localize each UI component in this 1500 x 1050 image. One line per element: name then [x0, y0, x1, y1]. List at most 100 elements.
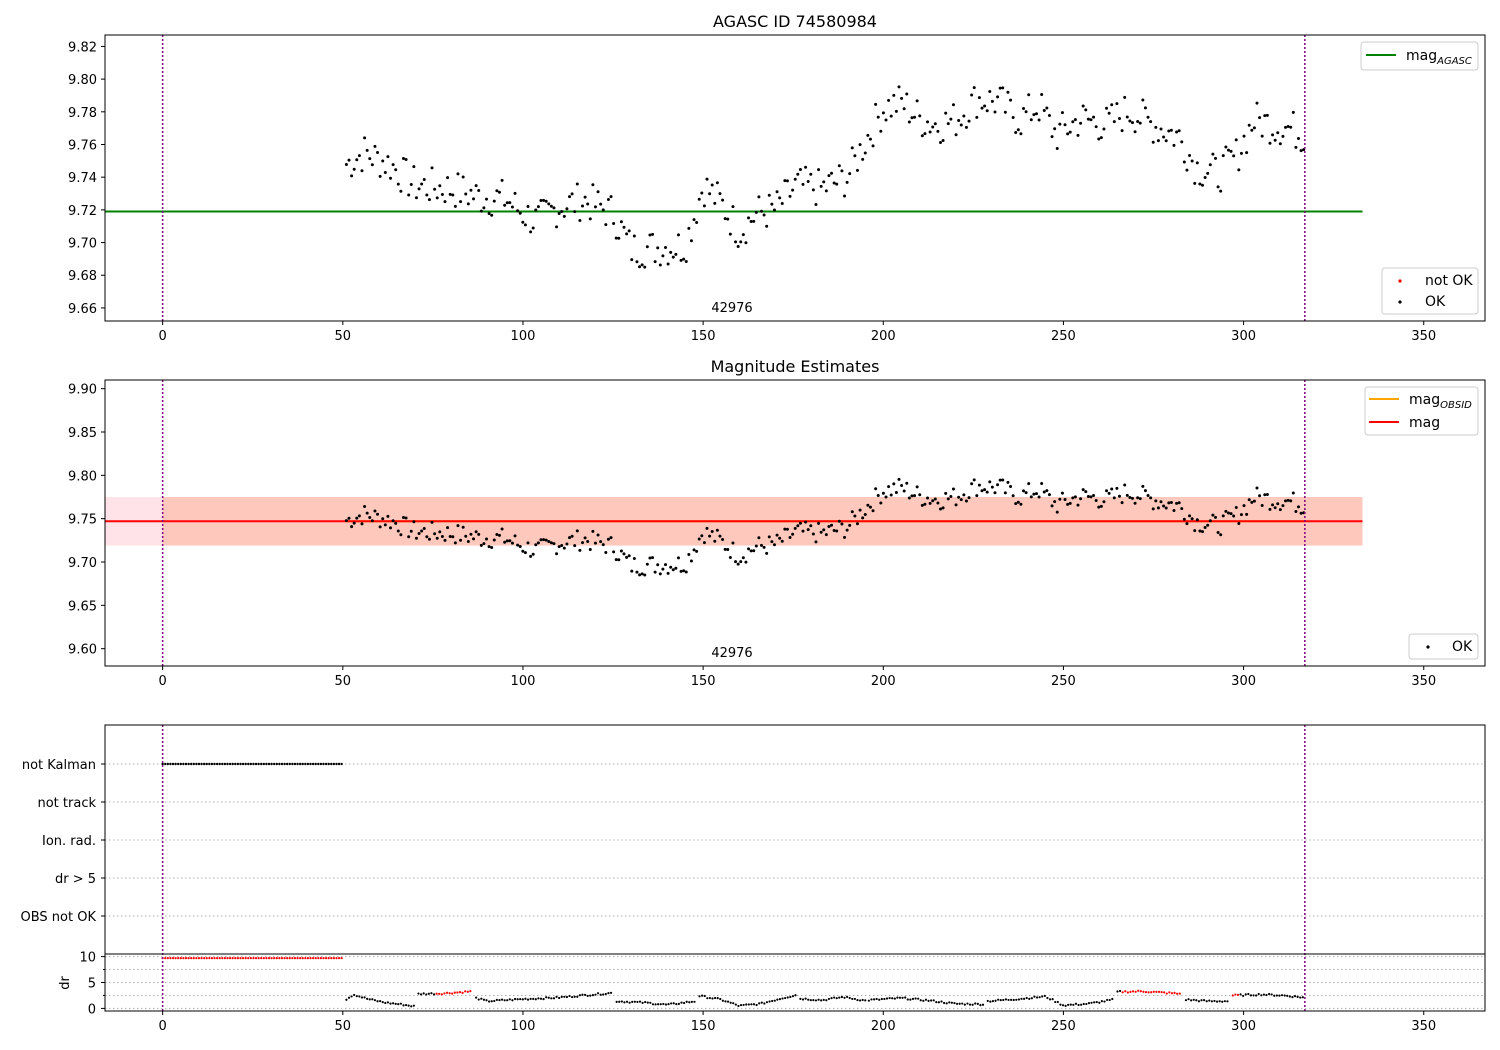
flag-point: [252, 762, 255, 766]
legend-mag: mag: [1409, 415, 1440, 431]
legend-mag-obsid-name: mag: [1409, 392, 1440, 408]
dr-point: [1004, 998, 1008, 1001]
dr-point: [386, 1001, 390, 1004]
ok-point: [609, 536, 613, 540]
dr-point: [432, 993, 436, 996]
ok-point: [728, 556, 732, 560]
dr-point: [461, 991, 464, 995]
ok-point: [495, 533, 499, 537]
ok-point: [902, 107, 906, 111]
dr-point: [812, 999, 815, 1002]
y-tick-label: 9.78: [68, 106, 97, 121]
dr-point: [690, 1000, 693, 1003]
ok-point: [409, 183, 413, 187]
dr-point: [555, 995, 558, 998]
dr-point: [506, 999, 509, 1002]
ok-point: [433, 532, 437, 536]
dr-point: [542, 997, 545, 1001]
ok-point: [734, 560, 738, 564]
dr-point: [755, 1003, 758, 1007]
ok-point: [700, 191, 704, 195]
ok-point: [508, 201, 512, 205]
ok-point: [640, 572, 644, 576]
ok-point: [705, 526, 709, 530]
ok-point: [586, 202, 590, 206]
flag-point: [249, 762, 253, 766]
dr-point: [301, 957, 304, 960]
flag-point: [236, 762, 240, 766]
ok-point: [811, 188, 815, 192]
ok-point: [739, 240, 743, 244]
ok-point: [464, 192, 468, 196]
dr-point: [1010, 998, 1013, 1001]
flag-point: [164, 762, 167, 766]
y-tick-label: 9.80: [68, 469, 97, 484]
ok-point: [762, 213, 766, 217]
dr-tick-label: 10: [79, 951, 96, 966]
dr-point: [314, 957, 317, 960]
ok-point: [599, 202, 603, 206]
ok-point: [1014, 502, 1018, 506]
dr-point: [1103, 1000, 1106, 1003]
ok-point: [557, 211, 561, 215]
dr-point: [1234, 993, 1237, 996]
dr-point: [807, 998, 810, 1001]
dr-point: [1012, 998, 1015, 1002]
ok-point: [526, 541, 530, 545]
ok-point: [560, 544, 564, 548]
dr-point: [363, 996, 366, 999]
dr-point: [581, 993, 584, 996]
ok-point: [440, 535, 444, 539]
dr-point: [848, 996, 851, 1000]
ok-point: [936, 501, 940, 505]
dr-point: [568, 994, 571, 998]
ok-point: [1177, 501, 1181, 505]
ok-point: [892, 93, 896, 97]
ok-point: [664, 246, 668, 250]
dr-point: [1064, 1004, 1067, 1007]
ok-point: [996, 483, 1000, 487]
ok-point: [759, 543, 763, 547]
dr-point: [644, 1000, 647, 1004]
dr-point: [991, 1000, 995, 1003]
ok-point: [1268, 507, 1272, 511]
ok-point: [762, 545, 766, 549]
ok-point: [671, 568, 675, 572]
dr-point: [453, 991, 456, 994]
dr-point: [875, 997, 878, 1001]
ok-point: [591, 529, 595, 533]
dr-point: [558, 996, 561, 1000]
dr-point: [252, 957, 255, 960]
ok-point: [962, 493, 966, 497]
ok-point: [1216, 530, 1220, 534]
dr-point: [324, 957, 328, 960]
ok-point: [1032, 113, 1036, 117]
dr-point: [1205, 1000, 1208, 1003]
ok-point: [887, 485, 891, 489]
panel-magnitude-legend-points: OK: [1408, 633, 1479, 660]
ok-point: [580, 204, 584, 208]
ok-point: [954, 503, 958, 507]
ok-point: [414, 196, 418, 200]
ok-point: [757, 536, 761, 540]
ok-point: [1009, 484, 1013, 488]
ok-point: [972, 478, 976, 482]
ok-point: [609, 195, 613, 199]
dr-point: [241, 957, 245, 960]
ok-point: [1159, 500, 1163, 504]
ok-point: [840, 522, 844, 526]
dr-point: [236, 957, 239, 960]
ok-point: [622, 225, 626, 229]
ok-point: [1055, 510, 1059, 514]
ok-point: [477, 532, 481, 536]
ok-point: [900, 96, 904, 100]
dr-point: [1236, 993, 1240, 996]
dr-point: [1262, 993, 1266, 996]
dr-point: [880, 997, 883, 1001]
dr-point: [840, 995, 844, 999]
dr-point: [366, 997, 369, 1000]
dr-point: [677, 1002, 681, 1005]
ok-point: [430, 166, 434, 170]
ok-point: [1263, 114, 1267, 118]
ok-point: [459, 538, 463, 542]
